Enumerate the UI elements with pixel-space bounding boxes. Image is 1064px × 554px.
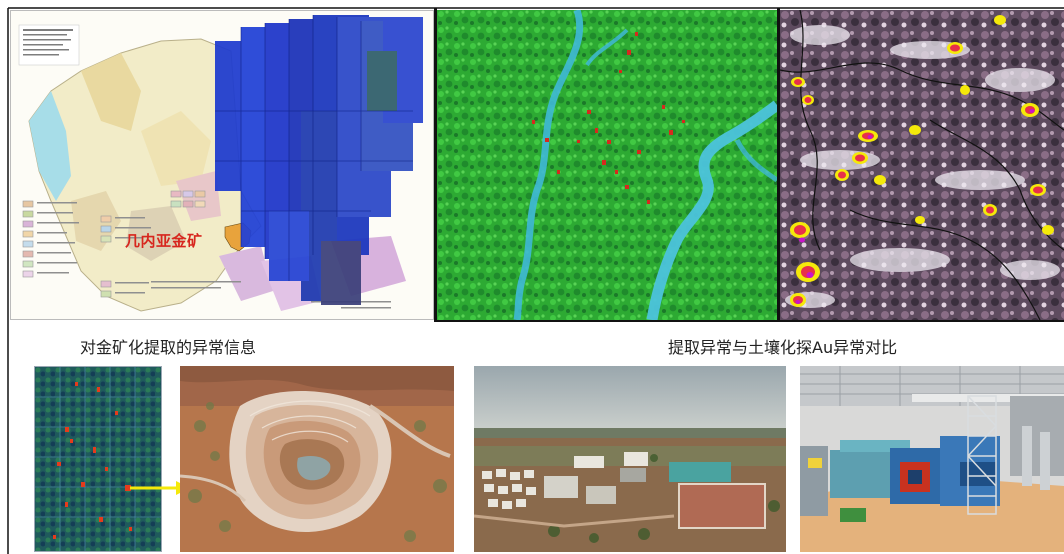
- small-map-anomalies: [53, 382, 132, 539]
- anomaly-grid-map-graphic: [35, 367, 161, 551]
- power-plant-photo: [800, 366, 1064, 552]
- open-pit-mine-graphic: [180, 366, 454, 552]
- au-anomaly-blobs: [790, 15, 1054, 307]
- vegetation-satellite-panel: [437, 10, 777, 320]
- anomaly-heatmap-panel: [780, 10, 1064, 320]
- geology-map-panel: 几内亚金矿: [10, 10, 434, 320]
- caption-anomaly-comparison: 提取异常与土壤化探Au异常对比: [668, 338, 898, 357]
- gold-anomaly-points: [532, 32, 685, 204]
- mining-camp-photo: [474, 366, 786, 552]
- power-plant-graphic: [800, 366, 1064, 552]
- map-title-label: 几内亚金矿: [125, 232, 203, 250]
- vegetation-satellite-graphic: [437, 10, 777, 320]
- anomaly-heatmap-graphic: [780, 10, 1064, 320]
- satellite-scene-strips: [215, 15, 423, 305]
- open-pit-mine-photo: [180, 366, 454, 552]
- mining-camp-graphic: [474, 366, 786, 552]
- anomaly-grid-map-panel: [34, 366, 162, 552]
- geology-map-graphic: [11, 11, 433, 319]
- caption-anomaly-extraction: 对金矿化提取的异常信息: [80, 338, 257, 357]
